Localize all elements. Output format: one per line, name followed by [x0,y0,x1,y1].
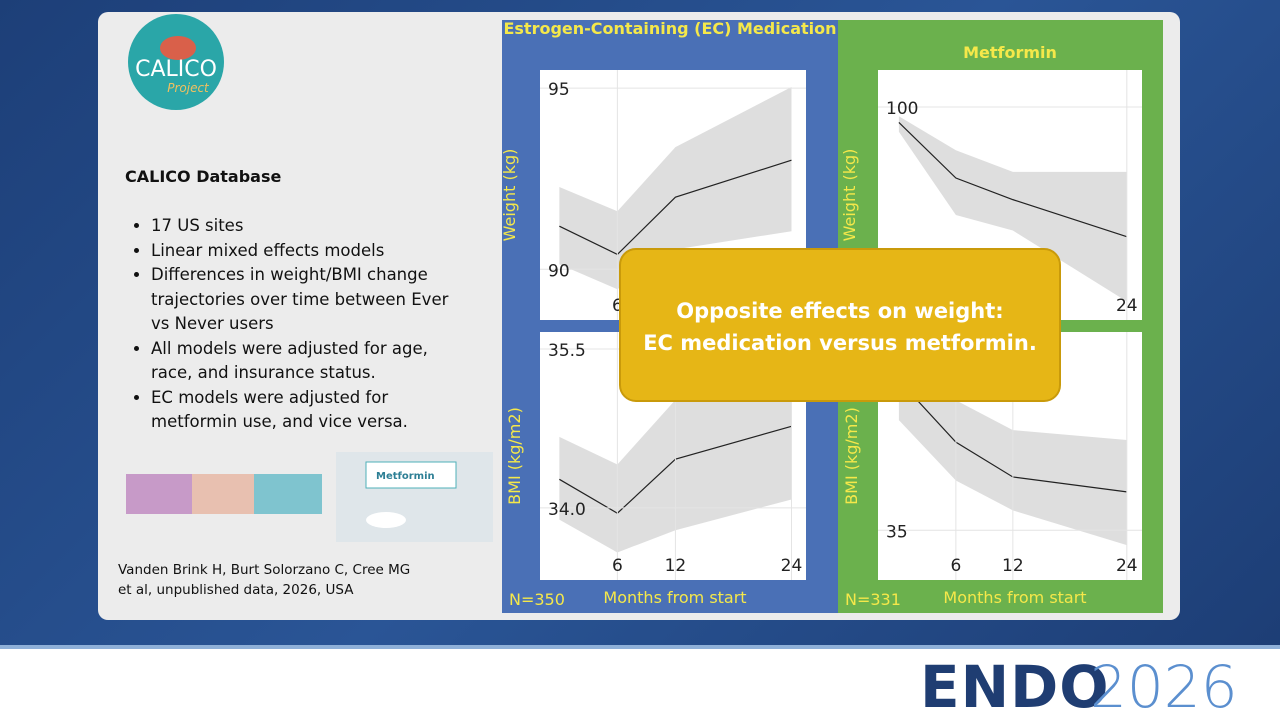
y-tick-label: 90 [548,261,570,281]
sample-size: N=331 [845,590,901,609]
bullet: 17 US sites [151,214,451,239]
y-tick-label: 100 [886,99,918,119]
logo-name: CALICO [135,57,217,82]
box-label: Metformin [376,471,435,482]
logo: CALICO Project [128,14,224,110]
box [365,461,457,489]
panel-title: Estrogen-Containing (EC) Medication [503,19,836,38]
y-tick-label: 34.0 [548,500,586,520]
x-tick-label: 24 [1116,556,1138,576]
x-tick-label: 12 [1002,556,1024,576]
y-axis-label: BMI (kg/m2) [842,407,861,505]
x-tick-label: 6 [950,556,961,576]
line [898,122,1127,238]
x-tick-label: 24 [781,556,803,576]
footer: ENDO 2026 [0,645,1280,724]
logo-circle [128,14,224,110]
x-tick-label: 12 [665,556,687,576]
y-axis-label: BMI (kg/m2) [505,407,524,505]
x-tick-label: 6 [612,556,623,576]
y-tick-label: 35.5 [548,341,586,361]
photo-pills [126,474,192,514]
y-axis-label: Weight (kg) [500,149,519,242]
line [559,425,792,514]
charts: Estrogen-Containing (EC) Medication N=350… [500,19,1163,613]
photos: Metformin [126,452,493,542]
heading: CALICO Database [125,167,282,186]
line [559,159,792,256]
y-tick-label: 35 [886,522,908,542]
brand: ENDO [920,653,1110,721]
callout-text: EC medication versus metformin. [643,331,1037,355]
logo-script: Project [167,81,210,95]
year: 2026 [1090,653,1238,721]
logo-shape [160,36,196,60]
x-tick-label: 6 [612,296,623,316]
bullet: All models were adjusted for age, race, … [151,337,451,386]
photo-ring [254,474,322,514]
confidence-band [898,116,1127,302]
citation: Vanden Brink H, Burt Solorzano C, Cree M… [118,562,411,598]
callout-text: Opposite effects on weight: [676,299,1003,323]
bullet-list: 17 US sitesLinear mixed effects modelsDi… [125,214,451,435]
y-tick-label: 95 [548,80,570,100]
x-axis-label: Months from start [603,588,746,607]
callout-box [619,248,1061,402]
bullet: Differences in weight/BMI change traject… [151,263,451,337]
x-axis-label: Months from start [943,588,1086,607]
photo-person [192,474,254,514]
bullet: EC models were adjusted for metformin us… [151,386,451,435]
sample-size: N=350 [509,590,565,609]
line [898,379,1127,493]
y-axis-label: Weight (kg) [840,149,859,242]
panel-title: Metformin [963,43,1057,62]
tablet [366,512,406,528]
x-tick-label: 24 [1116,296,1138,316]
bullet: Linear mixed effects models [151,239,451,264]
